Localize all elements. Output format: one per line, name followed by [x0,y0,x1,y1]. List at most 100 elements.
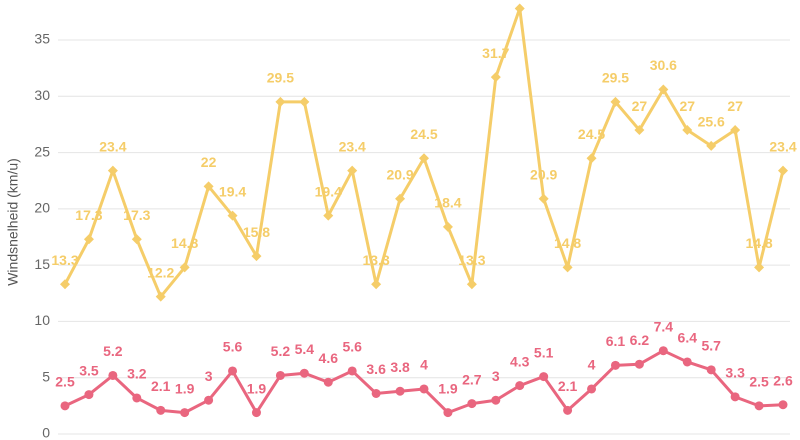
point [323,377,333,387]
point [658,346,668,356]
point [60,401,70,411]
data-label: 20.9 [386,166,413,182]
data-label: 3.5 [79,362,99,378]
point [275,370,285,380]
point [682,357,692,367]
point [395,193,406,204]
data-label: 14.8 [171,235,198,251]
point [299,368,309,378]
point [778,400,788,410]
data-label: 13.3 [363,252,390,268]
data-label: 23.4 [339,138,366,154]
point [538,193,549,204]
point [228,366,238,376]
data-label: 4 [588,357,596,373]
point [467,399,477,409]
point [132,393,142,403]
point [587,384,597,394]
y-tick-label: 25 [34,143,50,159]
point [490,72,501,83]
data-label: 25.6 [698,114,725,130]
point [491,395,501,405]
y-tick-label: 30 [34,87,50,103]
point [108,370,118,380]
data-label: 15.8 [243,224,270,240]
point [706,140,717,151]
point [131,234,142,245]
point [562,262,573,273]
data-label: 2.6 [773,372,793,388]
point [419,384,429,394]
data-label: 27 [679,98,695,114]
data-label: 5.6 [342,339,362,355]
point [155,291,166,302]
data-label: 19.4 [315,183,342,199]
point [419,153,429,164]
point [539,372,549,382]
point [514,3,525,14]
point [299,96,310,107]
point [60,279,70,290]
data-label: 4.6 [319,350,339,366]
data-label: 3 [492,368,500,384]
point [754,401,764,411]
point [730,125,741,136]
point [442,221,453,232]
data-label: 3 [205,368,213,384]
data-label: 6.1 [606,333,626,349]
data-label: 4.3 [510,353,530,369]
point [443,408,453,418]
y-tick-label: 10 [34,312,50,328]
data-label: 17.3 [123,207,150,223]
point [682,125,693,136]
data-label: 27 [727,98,743,114]
point [347,165,358,176]
data-label: 19.4 [219,183,246,199]
point [347,366,357,376]
data-label: 23.4 [769,138,796,154]
point [730,392,740,402]
data-label: 3.2 [127,366,147,382]
point [156,405,166,415]
data-label: 31.7 [482,45,509,61]
point [204,395,214,405]
data-label: 22 [201,154,217,170]
point [658,84,669,95]
data-label: 24.5 [578,126,605,142]
y-tick-label: 15 [34,256,50,272]
data-label: 13.3 [458,252,485,268]
point [563,405,573,415]
data-label: 5.2 [271,343,291,359]
point [227,210,238,221]
data-label: 2.1 [558,378,578,394]
point [515,381,525,391]
data-label: 14.8 [745,235,772,251]
data-label: 18.4 [434,195,461,211]
data-label: 30.6 [650,57,677,73]
data-label: 14.8 [554,235,581,251]
data-label: 5.6 [223,339,243,355]
point [251,251,262,262]
point [323,210,334,221]
data-label: 29.5 [267,70,294,86]
data-label: 3.3 [725,365,745,381]
y-axis-title: Windsnelheid (km/u) [5,158,21,286]
y-tick-label: 20 [34,200,50,216]
data-label: 5.2 [103,343,123,359]
point [179,262,190,273]
data-label: 6.2 [630,332,650,348]
data-label: 12.2 [147,264,174,280]
data-label: 1.9 [175,380,195,396]
data-label: 17.3 [75,207,102,223]
point [610,360,620,370]
data-label: 29.5 [602,70,629,86]
data-label: 6.4 [678,330,698,346]
y-tick-label: 35 [34,31,50,47]
data-label: 1.9 [438,380,458,396]
data-label: 5.4 [295,341,315,357]
point [371,388,381,398]
point [275,96,286,107]
data-label: 4 [420,357,428,373]
data-label: 5.1 [534,344,554,360]
